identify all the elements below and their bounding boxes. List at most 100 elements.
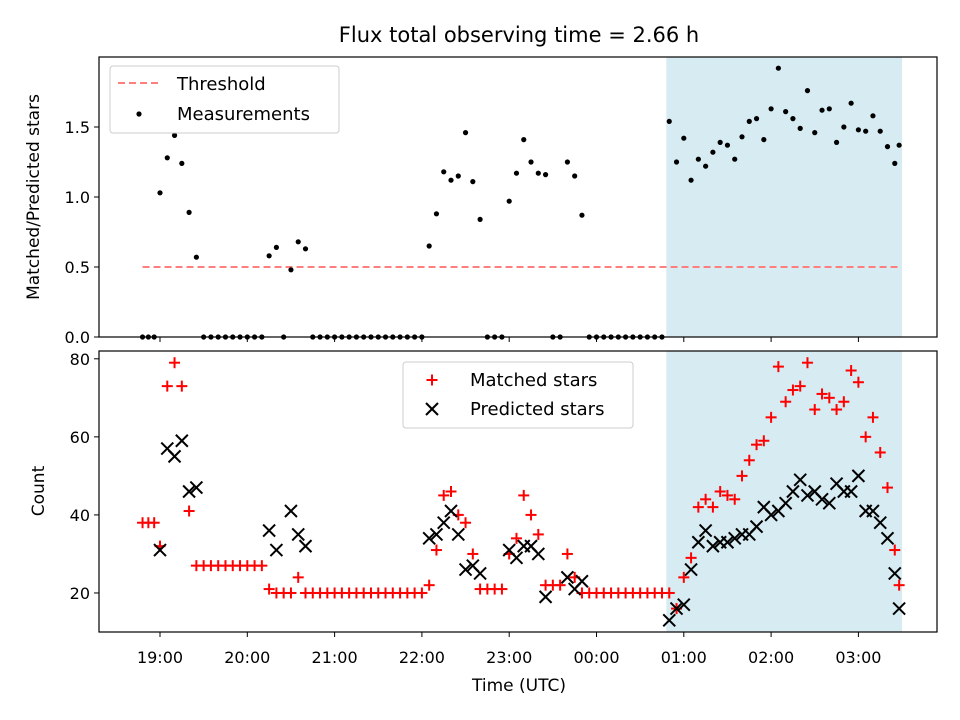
predicted-star-point [822, 496, 837, 510]
matched-star-point [831, 404, 843, 416]
bottom-y-tick-label: 80 [70, 350, 90, 369]
predicted-star-point [669, 601, 684, 616]
x-tick-label: 02:00 [748, 648, 794, 667]
x-axis-label: Time (UTC) [471, 676, 566, 696]
predicted-star-point [800, 488, 815, 503]
matched-star-point [438, 489, 450, 501]
predicted-star-point [175, 434, 189, 448]
matched-star-point [176, 380, 188, 392]
matched-star-point [801, 357, 813, 369]
matched-star-point [510, 532, 522, 544]
measurement-point [455, 173, 461, 179]
measurement-point [753, 116, 760, 122]
matched-star-point [772, 361, 784, 373]
measurement-point [732, 156, 738, 162]
measurement-point [790, 116, 796, 122]
predicted-star-point [691, 535, 706, 549]
measurement-point [710, 149, 716, 155]
x-tick-label: 01:00 [661, 648, 707, 667]
bottom-axes-frame [98, 350, 938, 633]
matched-star-point [430, 544, 442, 556]
measurement-point [193, 254, 199, 260]
measurement-point [157, 190, 163, 196]
predicted-star-point [706, 539, 720, 553]
measurement-point [833, 139, 840, 145]
bottom-shaded-region [666, 351, 903, 632]
matched-star-point [860, 431, 872, 443]
predicted-star-point [451, 527, 465, 542]
predicted-star-point [153, 543, 167, 557]
matched-star-point [780, 396, 792, 408]
x-tick-label: 19:00 [137, 648, 183, 667]
legend-measurements-swatch [136, 111, 142, 117]
x-tick-label: 20:00 [224, 648, 270, 667]
matched-star-point [794, 380, 806, 392]
predicted-star-point [182, 484, 196, 499]
top-legend: Threshold Measurements [109, 65, 340, 134]
top-x-ticks [159, 337, 859, 342]
predicted-star-point [531, 547, 546, 561]
measurement-point [448, 177, 454, 183]
measurement-point [870, 113, 876, 119]
measurement-point [797, 125, 803, 131]
matched-star-point [416, 587, 428, 599]
matched-star-point [889, 544, 901, 556]
matched-star-point [525, 509, 537, 521]
x-tick-label: 03:00 [835, 648, 881, 667]
x-tick-label: 21:00 [312, 648, 358, 667]
top-y-axis-label: Matched/Predicted stars [24, 94, 44, 300]
predicted-star-point [473, 566, 487, 581]
measurement-point [513, 170, 520, 176]
measurement-point [470, 179, 476, 185]
predicted-star-point [844, 484, 858, 499]
measurement-point [564, 159, 571, 165]
measurement-point [521, 137, 527, 143]
matched-star-point [882, 482, 893, 494]
measurement-point [288, 267, 294, 273]
x-tick-label: 23:00 [486, 648, 532, 667]
measurement-point [535, 170, 541, 176]
matched-star-point [765, 411, 777, 423]
bottom-y-tick-label: 40 [70, 506, 90, 525]
top-y-tick-label: 0.5 [65, 258, 90, 277]
predicted-star-point [167, 449, 182, 464]
matched-star-point [758, 435, 770, 447]
predicted-star-point [720, 535, 735, 549]
predicted-star-point [880, 531, 895, 546]
legend-threshold-label: Threshold [176, 74, 266, 95]
measurement-point [717, 139, 723, 145]
bottom-y-tick-label: 60 [70, 428, 90, 447]
matched-star-point [751, 439, 763, 451]
measurement-point [768, 106, 774, 112]
matched-star-point [721, 489, 733, 501]
measurement-point [855, 127, 862, 133]
predicted-star-point [793, 473, 807, 487]
measurement-point [426, 243, 432, 249]
predicted-star-point [873, 516, 887, 530]
matched-star-point [263, 583, 275, 595]
measurement-point [542, 172, 549, 178]
bottom-series-layer [137, 357, 906, 627]
predicted-star-point [851, 469, 866, 483]
measurement-point [186, 209, 192, 215]
bottom-legend-box [402, 361, 634, 429]
matched-star-point [518, 489, 530, 501]
matched-star-point [678, 571, 690, 583]
predicted-star-point [298, 539, 313, 553]
predicted-star-point [429, 527, 444, 542]
matched-star-point [169, 357, 181, 369]
predicted-star-point [444, 504, 458, 518]
predicted-star-point [284, 504, 298, 518]
x-tick-label: 00:00 [573, 648, 619, 667]
matched-star-point [532, 528, 544, 540]
predicted-star-point [677, 597, 691, 612]
matched-star-point [561, 548, 573, 560]
matched-star-point [460, 517, 472, 529]
measurement-point [877, 128, 883, 134]
predicted-star-point [189, 480, 204, 495]
matched-star-point [285, 587, 297, 599]
matched-star-point [838, 396, 850, 408]
legend-matched-swatch [426, 374, 438, 386]
measurement-point [884, 144, 891, 150]
